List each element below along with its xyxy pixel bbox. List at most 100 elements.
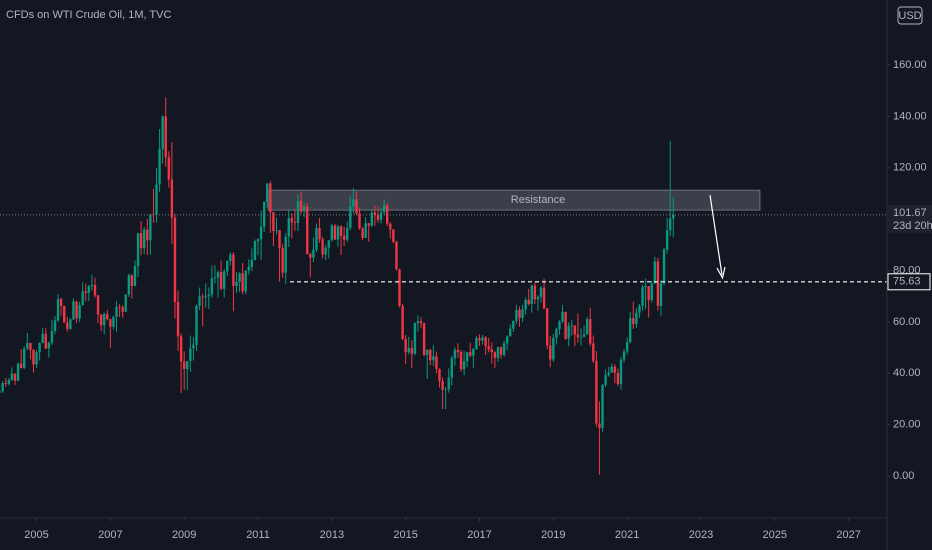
candle-body [579,336,583,338]
candle-body [207,294,210,297]
candle-body [650,283,653,301]
candle-body [422,323,426,356]
candle-body [318,228,321,240]
candle-body [505,336,509,344]
candle-body [93,284,97,296]
candle-body [238,273,241,282]
y-tick-label: 40.00 [893,367,921,379]
candle-body [589,319,592,344]
x-tick-label: 2011 [246,529,270,541]
candle-body [521,309,524,318]
candle-body [358,213,361,229]
candle-body [478,338,481,341]
candle-body [112,316,115,327]
candle-body [622,351,626,360]
candle-body [419,321,423,324]
candle-body [4,383,7,385]
candle-body [413,322,417,354]
candle-body [610,366,613,373]
candle-body [38,343,41,353]
candle-body [469,352,472,356]
candle-body [582,334,586,337]
candle-body [226,260,229,272]
candle-body [109,319,112,327]
candle-body [296,200,300,224]
candle-body [330,225,334,241]
candle-body [189,348,192,362]
last-price-label: 101.67 [893,207,927,219]
candle-body [35,352,38,365]
candle-body [367,223,370,226]
candle-body [167,157,171,180]
x-tick-label: 2021 [615,529,639,541]
candle-body [333,225,337,240]
candle-body [321,239,324,255]
candle-body [339,226,343,236]
candle-body [542,287,546,309]
candle-body [475,338,478,350]
candle-body [50,330,54,343]
candle-body [349,206,352,228]
candle-body [382,205,386,213]
candle-body [164,116,167,158]
candle-body [395,241,398,270]
candle-body [552,337,555,360]
candle-body [398,269,401,307]
plot-area: Resistance [0,97,887,475]
candle-body [26,343,29,349]
candle-body [176,301,180,337]
level-label-box [887,273,931,291]
candle-body [539,287,543,297]
candle-body [472,349,475,356]
candle-body [23,348,26,368]
candle-body [515,309,518,321]
candle-body [607,372,610,376]
y-tick-label: 20.00 [893,419,921,431]
candle-body [570,325,573,327]
candle-body [278,230,281,248]
candle-body [352,199,355,207]
candle-body [149,214,152,241]
candle-body [370,212,374,226]
candle-body [72,301,75,320]
candle-body [613,366,617,373]
candle-body [669,218,672,231]
candle-body [576,334,580,338]
candle-body [195,305,198,345]
x-tick-label: 2009 [172,529,196,541]
candle-body [241,273,244,292]
candle-body [672,214,675,219]
candle-body [336,226,340,240]
candle-body [315,228,318,250]
candle-body [81,291,84,305]
x-tick-label: 2023 [689,529,713,541]
candle-body [465,352,469,362]
candle-body [118,306,121,308]
candle-body [299,200,303,212]
candle-body [250,260,254,267]
candle-body [364,223,367,238]
candle-body [653,261,657,284]
candle-body [644,285,647,288]
candle-body [496,347,500,358]
candle-body [530,285,533,304]
candle-body [99,314,103,326]
y-tick-label: 120.00 [893,162,927,174]
x-tick-label: 2007 [98,529,122,541]
y-tick-label: 160.00 [893,59,927,71]
candle-body [59,299,63,307]
candle-body [244,270,247,292]
candle-body [573,325,577,335]
candle-body [155,184,158,216]
candle-body [29,343,32,350]
candle-body [549,345,552,360]
currency[interactable]: USD [898,10,921,22]
x-tick-label: 2025 [763,529,787,541]
candle-body [373,212,377,216]
candle-body [170,179,174,218]
candle-body [87,286,91,293]
arrow-head [716,266,726,280]
candle-body [641,287,644,306]
currency-box[interactable] [897,6,923,25]
candle-body [13,373,17,381]
